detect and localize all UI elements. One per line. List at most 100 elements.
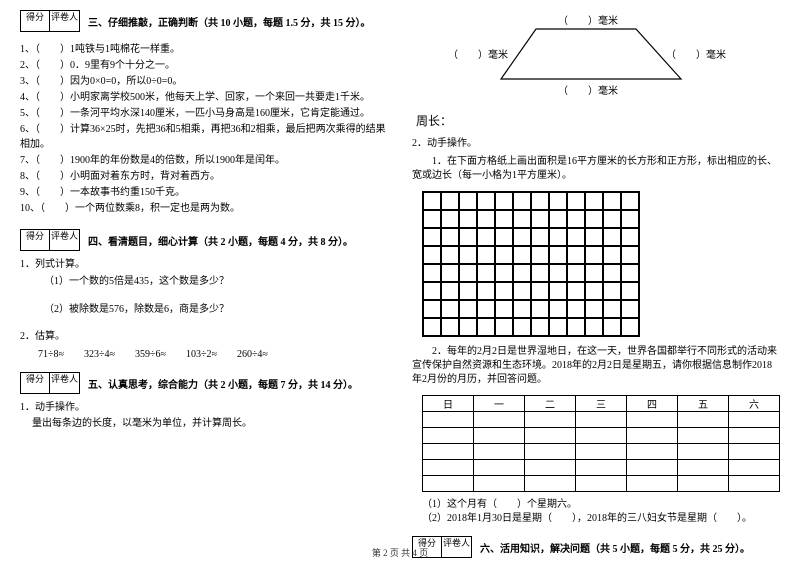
- cal-cell: [678, 428, 729, 444]
- grid-cell: [621, 264, 639, 282]
- s5-q2a: 1．在下面方格纸上画出面积是16平方厘米的长方形和正方形，标出相应的长、宽或边长…: [412, 155, 780, 183]
- cal-h: 三: [576, 396, 627, 412]
- s3-item: 9、（ ）一本故事书约重150千克。: [20, 185, 388, 200]
- s4-q1: 1．列式计算。: [20, 257, 388, 272]
- grid-cell: [459, 192, 477, 210]
- s5-q1: 1．动手操作。: [20, 400, 388, 415]
- trapezoid-shape: [501, 29, 681, 79]
- section5-title: 五、认真思考，综合能力（共 2 小题，每题 7 分，共 14 分）。: [88, 376, 358, 391]
- grid-cell: [513, 210, 531, 228]
- grid-cell: [531, 228, 549, 246]
- grid-cell: [513, 300, 531, 318]
- grid-cell: [441, 210, 459, 228]
- grid-cell: [567, 192, 585, 210]
- score-label: 得分: [20, 372, 50, 394]
- grid-cell: [567, 228, 585, 246]
- score-label: 得分: [20, 229, 50, 251]
- cal-cell: [729, 444, 780, 460]
- grid-cell: [621, 210, 639, 228]
- cal-cell: [729, 460, 780, 476]
- trap-left-label: （ ）毫米: [448, 46, 508, 61]
- grid-cell: [495, 318, 513, 336]
- grid-cell: [621, 318, 639, 336]
- grid-cell: [495, 246, 513, 264]
- cal-cell: [576, 460, 627, 476]
- section4-title: 四、看清题目，细心计算（共 2 小题，每题 4 分，共 8 分）。: [88, 233, 353, 248]
- grid-cell: [621, 300, 639, 318]
- grid-cell: [603, 210, 621, 228]
- s3-item: 3、（ ）因为0×0=0，所以0÷0=0。: [20, 74, 388, 89]
- grid-cell: [423, 192, 441, 210]
- cal-cell: [678, 460, 729, 476]
- trapezoid-figure: （ ）毫米 （ ）毫米 （ ）毫米 （ ）毫米: [466, 14, 726, 104]
- cal-cell: [474, 444, 525, 460]
- cal-cell: [525, 476, 576, 492]
- grid-cell: [423, 246, 441, 264]
- reviewer-label: 评卷人: [50, 229, 80, 251]
- s5-q2c2: （2）2018年1月30日是星期（ ），2018年的三八妇女节是星期（ ）。: [422, 512, 780, 526]
- grid-cell: [459, 264, 477, 282]
- est-item: 71÷8≈: [38, 349, 64, 360]
- grid-cell: [423, 228, 441, 246]
- score-label: 得分: [20, 10, 50, 32]
- est-item: 103÷2≈: [186, 349, 217, 360]
- grid-cell: [459, 318, 477, 336]
- grid-cell: [549, 246, 567, 264]
- grid-cell: [477, 210, 495, 228]
- cal-cell: [423, 444, 474, 460]
- grid-cell: [621, 228, 639, 246]
- cal-cell: [678, 412, 729, 428]
- cal-cell: [525, 444, 576, 460]
- grid-cell: [495, 264, 513, 282]
- grid-cell: [531, 210, 549, 228]
- cal-cell: [678, 476, 729, 492]
- cal-h: 四: [627, 396, 678, 412]
- cal-cell: [627, 460, 678, 476]
- reviewer-label: 评卷人: [50, 10, 80, 32]
- grid-cell: [441, 300, 459, 318]
- grid-cell: [549, 300, 567, 318]
- s3-item: 8、（ ）小明面对着东方时，背对着西方。: [20, 169, 388, 184]
- cal-row: [423, 428, 780, 444]
- grid-cell: [459, 300, 477, 318]
- grid-cell: [423, 210, 441, 228]
- grid-cell: [513, 264, 531, 282]
- grid-cell: [531, 192, 549, 210]
- grid-cell: [549, 210, 567, 228]
- grid-cell: [495, 228, 513, 246]
- grid-cell: [441, 246, 459, 264]
- grid-cell: [513, 246, 531, 264]
- cal-cell: [525, 428, 576, 444]
- grid-cell: [441, 282, 459, 300]
- grid-cell: [513, 318, 531, 336]
- cal-cell: [474, 428, 525, 444]
- reviewer-label: 评卷人: [50, 372, 80, 394]
- grid-cell: [567, 246, 585, 264]
- grid-cell: [585, 192, 603, 210]
- grid-cell: [477, 300, 495, 318]
- cal-cell: [423, 428, 474, 444]
- section3-header: 得分 评卷人 三、仔细推敲，正确判断（共 10 小题，每题 1.5 分，共 15…: [20, 10, 388, 32]
- cal-header-row: 日 一 二 三 四 五 六: [423, 396, 780, 412]
- s3-item: 6、（ ）计算36×25时，先把36和5相乘，再把36和2相乘，最后把两次乘得的…: [20, 122, 388, 152]
- grid-cell: [585, 282, 603, 300]
- grid-cell: [495, 210, 513, 228]
- grid-cell: [585, 228, 603, 246]
- cal-cell: [474, 412, 525, 428]
- grid-cell: [621, 246, 639, 264]
- grid-cell: [549, 318, 567, 336]
- grid-cell: [621, 282, 639, 300]
- grid-cell: [477, 264, 495, 282]
- grid-cell: [549, 282, 567, 300]
- grid-cell: [603, 300, 621, 318]
- s3-item: 1、（ ）1吨铁与1吨棉花一样重。: [20, 42, 388, 57]
- grid-cell: [495, 300, 513, 318]
- grid-cell: [585, 318, 603, 336]
- grid-cell: [531, 282, 549, 300]
- grid-cell: [603, 246, 621, 264]
- cal-row: [423, 444, 780, 460]
- page-container: 得分 评卷人 三、仔细推敲，正确判断（共 10 小题，每题 1.5 分，共 15…: [0, 0, 800, 540]
- est-item: 260÷4≈: [237, 349, 268, 360]
- est-item: 359÷6≈: [135, 349, 166, 360]
- grid-cell: [423, 300, 441, 318]
